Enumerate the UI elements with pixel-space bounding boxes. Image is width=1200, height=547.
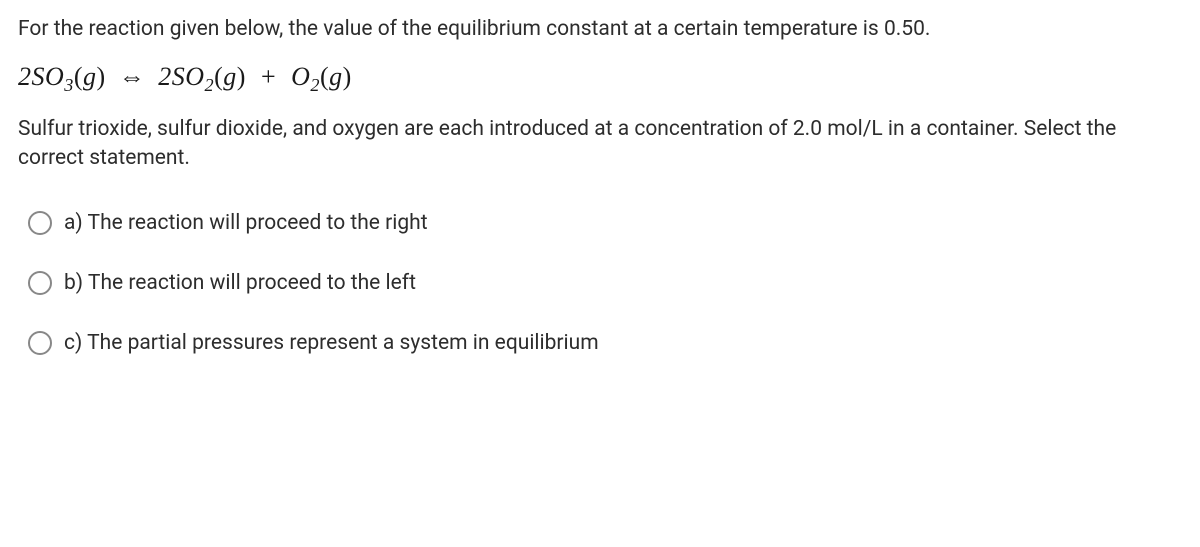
option-c-label: c) The partial pressures represent a sys…: [64, 331, 599, 355]
product1-formula: SO: [172, 62, 205, 91]
option-c[interactable]: c) The partial pressures represent a sys…: [28, 331, 1182, 355]
chemical-equation: 2SO3(g) ⇔ 2SO2(g) + O2(g): [18, 62, 1182, 96]
reactant-formula: SO: [32, 62, 65, 91]
reactant-coeff: 2: [18, 62, 32, 91]
option-b[interactable]: b) The reaction will proceed to the left: [28, 271, 1182, 295]
product1-coeff: 2: [158, 62, 172, 91]
option-a-label: a) The reaction will proceed to the righ…: [64, 211, 428, 235]
option-b-label: b) The reaction will proceed to the left: [64, 271, 416, 295]
radio-icon: [28, 211, 52, 235]
reactant-state: g: [83, 62, 97, 91]
question-followup: Sulfur trioxide, sulfur dioxide, and oxy…: [18, 115, 1182, 174]
radio-icon: [28, 331, 52, 355]
plus-sign: +: [261, 62, 276, 91]
product2-sub: 2: [310, 76, 320, 96]
reactant-sub: 3: [64, 76, 74, 96]
question-intro: For the reaction given below, the value …: [18, 15, 1182, 44]
product1-state: g: [223, 62, 237, 91]
product1-sub: 2: [205, 76, 215, 96]
product2-state: g: [329, 62, 343, 91]
radio-icon: [28, 271, 52, 295]
option-a[interactable]: a) The reaction will proceed to the righ…: [28, 211, 1182, 235]
options-container: a) The reaction will proceed to the righ…: [18, 211, 1182, 355]
equilibrium-arrow: ⇔: [119, 62, 146, 91]
product2-formula: O: [291, 62, 310, 91]
